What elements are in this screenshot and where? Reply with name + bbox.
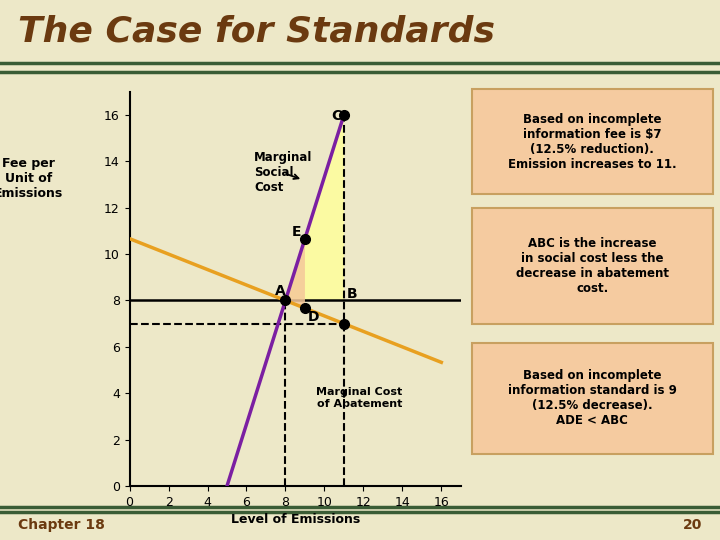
FancyBboxPatch shape [472,89,713,194]
Text: Chapter 18: Chapter 18 [18,518,105,532]
Text: D: D [308,310,320,324]
Text: E: E [292,225,301,239]
FancyBboxPatch shape [472,343,713,454]
Text: ABC is the increase
in social cost less the
decrease in abatement
cost.: ABC is the increase in social cost less … [516,237,669,295]
Text: 20: 20 [683,518,702,532]
X-axis label: Level of Emissions: Level of Emissions [230,513,360,526]
Polygon shape [285,115,344,300]
Text: Based on incomplete
information fee is $7
(12.5% reduction).
Emission increases : Based on incomplete information fee is $… [508,113,677,171]
Text: Fee per
Unit of
Emissions: Fee per Unit of Emissions [0,157,63,200]
Text: B: B [347,287,357,301]
Text: Marginal
Social
Cost: Marginal Social Cost [254,151,312,194]
Text: C: C [331,109,341,123]
Polygon shape [285,239,305,308]
Text: A: A [275,284,286,298]
Text: The Case for Standards: The Case for Standards [18,15,495,48]
FancyBboxPatch shape [472,208,713,324]
Text: Based on incomplete
information standard is 9
(12.5% decrease).
ADE < ABC: Based on incomplete information standard… [508,369,677,427]
Text: Marginal Cost
of Abatement: Marginal Cost of Abatement [316,387,402,409]
